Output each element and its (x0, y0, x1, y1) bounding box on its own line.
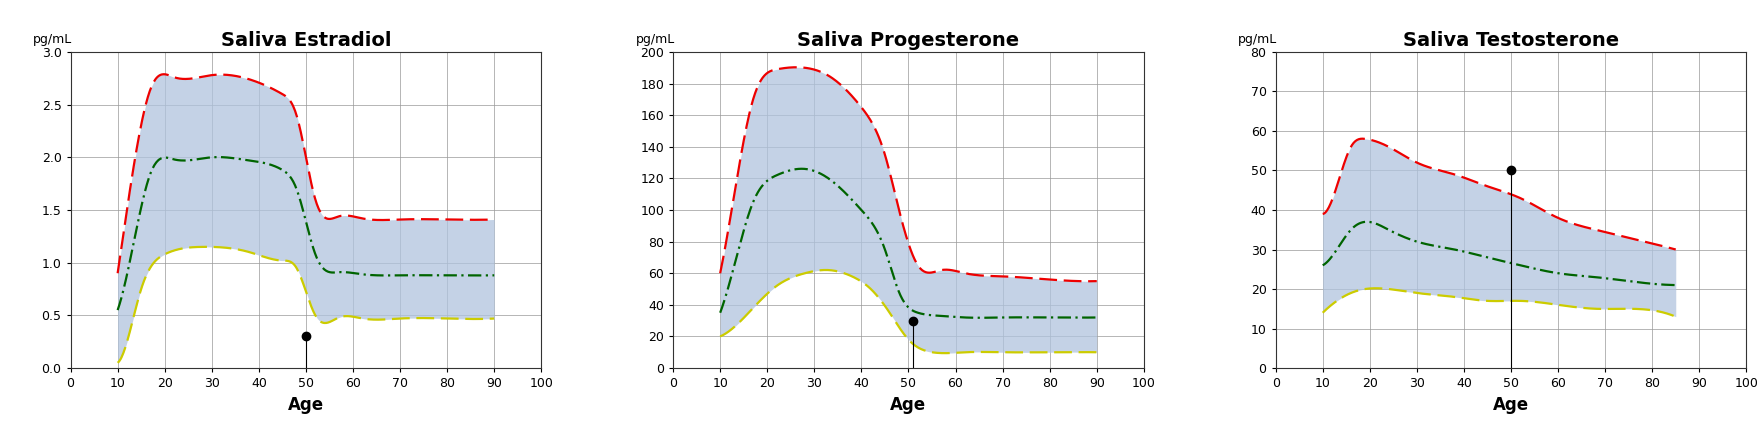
Text: pg/mL: pg/mL (635, 32, 674, 45)
Text: pg/mL: pg/mL (34, 32, 72, 45)
X-axis label: Age: Age (891, 396, 926, 414)
X-axis label: Age: Age (288, 396, 325, 414)
X-axis label: Age: Age (1492, 396, 1529, 414)
Title: Saliva Testosterone: Saliva Testosterone (1402, 32, 1619, 50)
Text: pg/mL: pg/mL (1238, 32, 1277, 45)
Title: Saliva Progesterone: Saliva Progesterone (797, 32, 1020, 50)
Title: Saliva Estradiol: Saliva Estradiol (220, 32, 392, 50)
